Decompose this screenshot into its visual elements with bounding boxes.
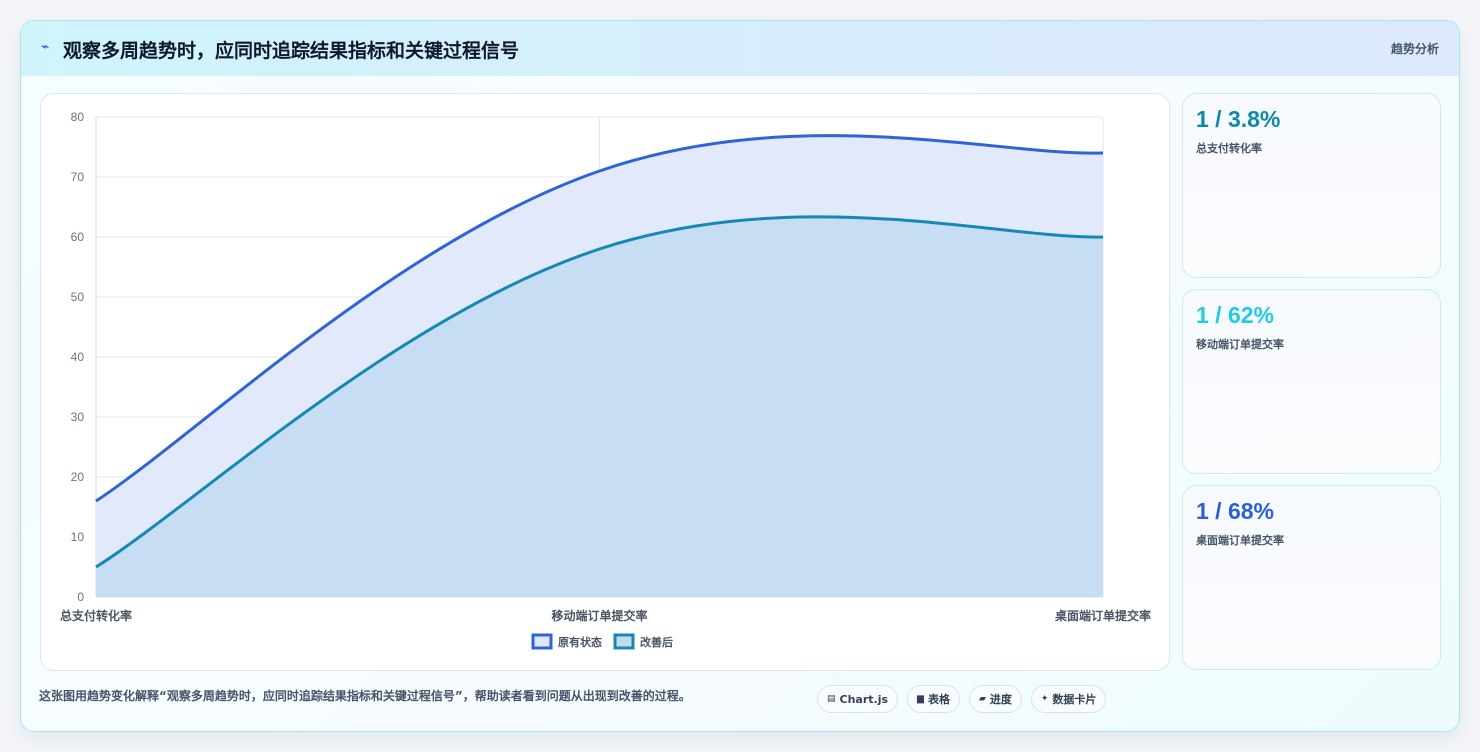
y-tick-label: 0 — [77, 590, 84, 604]
category-tag: 趋势分析 — [1390, 42, 1439, 56]
chart-panel: 0 10 20 30 40 50 60 70 80 总支付转化率 移动端订单提交率 桌面端订单提交率原… — [40, 93, 1170, 671]
series-line-0 — [95, 134, 1104, 503]
y-tick-label: 20 — [71, 470, 85, 484]
y-tick-label: 40 — [71, 350, 85, 364]
pill-data-cards[interactable]: ✦ 数据卡片 — [1030, 685, 1107, 713]
pill-label: 数据卡片 — [1052, 693, 1097, 706]
series-line-1 — [95, 215, 1104, 569]
kpi-label: 总支付转化率 — [1196, 142, 1262, 155]
sparkle-icon: ✦ — [1040, 694, 1049, 704]
card-title: 观察多周趋势时，应同时追踪结果指标和关键过程信号 — [63, 40, 520, 62]
pill-label: Chart.js — [839, 692, 889, 706]
legend-swatch — [531, 633, 553, 650]
area-chart: 0 10 20 30 40 50 60 70 80 总支付转化率 移动端订单提交率 桌面端订单提交率原… — [60, 110, 1151, 650]
pill-chartjs[interactable]: ▤ Chart.js — [817, 685, 899, 713]
kpi-card-desktop-submit: 1 / 68% 桌面端订单提交率 — [1182, 485, 1441, 670]
legend-label: 原有状态 — [558, 635, 602, 649]
x-tick-label: 移动端订单提交率 — [551, 608, 647, 623]
series-area-1 — [96, 216, 1103, 597]
table-icon: ▆ — [917, 694, 924, 704]
kpi-card-mobile-submit: 1 / 62% 移动端订单提交率 — [1182, 289, 1441, 474]
kpi-value: 1 / 62% — [1196, 302, 1274, 328]
trend-line-icon: ⌁ — [41, 39, 50, 55]
kpi-value: 1 / 68% — [1196, 498, 1274, 524]
report-card: ⌁ 观察多周趋势时，应同时追踪结果指标和关键过程信号 趋势分析 0 10 20 30 4… — [20, 20, 1460, 732]
chart-icon: ▤ — [827, 694, 836, 704]
y-tick-label: 60 — [71, 230, 85, 244]
tech-pills: ▤ Chart.js ▆ 表格 ▰ 进度 ✦ 数据卡片 — [817, 685, 1107, 713]
pill-label: 进度 — [989, 693, 1012, 706]
chart-caption: 这张图用趋势变化解释“观察多周趋势时，应同时追踪结果指标和关键过程信号”，帮助读… — [39, 689, 691, 703]
y-tick-label: 10 — [71, 530, 85, 544]
y-tick-label: 70 — [71, 170, 85, 184]
legend-swatch — [613, 633, 635, 650]
legend-label: 改善后 — [640, 635, 673, 649]
x-tick-label: 总支付转化率 — [60, 608, 132, 623]
kpi-label: 移动端订单提交率 — [1196, 338, 1284, 351]
kpi-card-total-conversion: 1 / 3.8% 总支付转化率 — [1182, 93, 1441, 278]
y-tick-label: 30 — [71, 410, 85, 424]
kpi-value: 1 / 3.8% — [1196, 106, 1281, 132]
pill-progress[interactable]: ▰ 进度 — [968, 685, 1022, 713]
kpi-label: 桌面端订单提交率 — [1196, 534, 1284, 547]
y-tick-label: 50 — [71, 290, 85, 304]
x-tick-label: 桌面端订单提交率 — [1054, 608, 1151, 623]
y-tick-label: 80 — [71, 110, 85, 124]
pill-table[interactable]: ▆ 表格 — [907, 685, 960, 713]
pill-label: 表格 — [927, 693, 950, 706]
progress-icon: ▰ — [978, 694, 986, 704]
card-header: ⌁ 观察多周趋势时，应同时追踪结果指标和关键过程信号 趋势分析 — [21, 21, 1459, 76]
